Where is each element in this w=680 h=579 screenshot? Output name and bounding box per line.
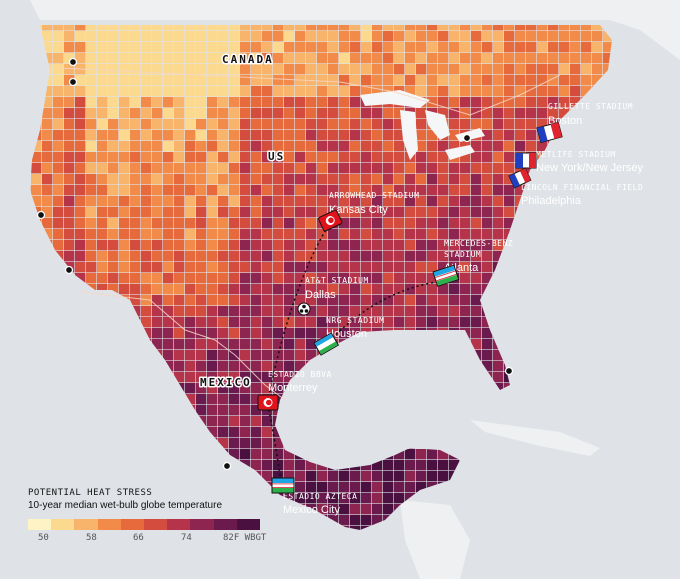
svg-text:ESTADIO AZTECA: ESTADIO AZTECA [283,492,357,501]
stadium-label-mexicocity: ESTADIO AZTECA Mexico City [283,492,357,516]
city-dots [36,57,514,471]
legend-swatch [144,519,168,530]
legend-swatch [120,519,145,530]
svg-text:METLIFE STADIUM: METLIFE STADIUM [536,150,616,159]
stadium-label-newyork: METLIFE STADIUM New York/New Jersey [536,150,643,174]
caribbean-land [470,420,600,456]
stadium-label-boston: GILLETTE STADIUM Boston [548,102,633,127]
svg-text:GILLETTE STADIUM: GILLETTE STADIUM [548,102,633,111]
svg-text:MERCEDES-BENZ: MERCEDES-BENZ [444,239,513,248]
borders [59,67,561,401]
great-lakes [360,90,485,160]
canada-north-land [0,0,680,60]
country-label-us: US [268,150,285,163]
flag-uzbekistan-mexicocity-icon [271,477,295,494]
central-america-land [400,500,470,579]
legend-swatch [51,519,75,530]
stadium-label-houston: NRG STADIUM Houston [326,316,384,340]
svg-text:New York/New Jersey: New York/New Jersey [536,162,643,174]
city-dot-icon [64,265,74,275]
legend-title: POTENTIAL HEAT STRESS [28,488,153,498]
svg-text:NRG STADIUM: NRG STADIUM [326,316,384,325]
legend-tick: 74 [181,533,192,543]
legend-ticks: 50 58 66 74 82F WBGT [28,533,278,547]
svg-text:Monterrey: Monterrey [268,382,318,394]
flag-france-newyork-icon [515,152,537,169]
legend-swatch [213,519,237,530]
stadium-label-dallas: AT&T STADIUM Dallas [305,276,369,301]
legend-swatch [28,519,52,530]
stadium-label-kansascity: ARROWHEAD STADIUM Kansas City [329,191,419,216]
svg-text:Houston: Houston [326,328,367,340]
legend-tick: 58 [86,533,97,543]
flag-tunisia-kansascity-icon [318,209,343,232]
legend-swatch [236,519,261,530]
country-label-canada: CANADA [222,53,274,66]
city-dot-icon [36,210,46,220]
flag-france-boston-icon [536,121,563,144]
legend-swatch [190,519,214,530]
legend-tick: 66 [133,533,144,543]
legend-swatch [74,519,98,530]
legend: POTENTIAL HEAT STRESS 10-year median wet… [28,488,278,547]
legend-subtitle: 10-year median wet-bulb globe temperatur… [28,500,222,511]
svg-text:LINCOLN FINANCIAL FIELD: LINCOLN FINANCIAL FIELD [521,183,643,192]
flag-uzbekistan-houston-icon [313,332,340,356]
ball-icon [297,302,311,316]
city-dot-icon [68,77,78,87]
legend-swatch [167,519,191,530]
legend-tick: 82F WBGT [223,533,267,543]
flag-uzbekistan-atlanta-icon [432,264,460,287]
svg-text:ARROWHEAD STADIUM: ARROWHEAD STADIUM [329,191,419,200]
svg-text:ESTADIO BBVA: ESTADIO BBVA [268,370,332,379]
country-label-mexico: MEXICO [200,376,252,389]
routes [267,225,444,489]
svg-text:STADIUM: STADIUM [444,250,481,259]
flag-tunisia-monterrey-icon [257,394,279,411]
svg-text:Philadelphia: Philadelphia [521,195,582,207]
legend-color-scale [28,519,261,530]
legend-swatch [97,519,121,530]
city-dot-icon [68,57,78,67]
legend-tick: 50 [38,533,49,543]
flag-france-philadelphia-icon [508,167,532,189]
svg-text:AT&T STADIUM: AT&T STADIUM [305,276,369,285]
city-dot-icon [222,461,232,471]
stadium-label-philadelphia: LINCOLN FINANCIAL FIELD Philadelphia [521,183,643,207]
city-dot-icon [504,366,514,376]
svg-text:Kansas City: Kansas City [329,204,388,216]
city-dot-icon [462,133,472,143]
svg-text:Dallas: Dallas [305,289,336,301]
stadium-label-monterrey: ESTADIO BBVA Monterrey [268,370,332,394]
svg-text:Mexico City: Mexico City [283,504,340,516]
